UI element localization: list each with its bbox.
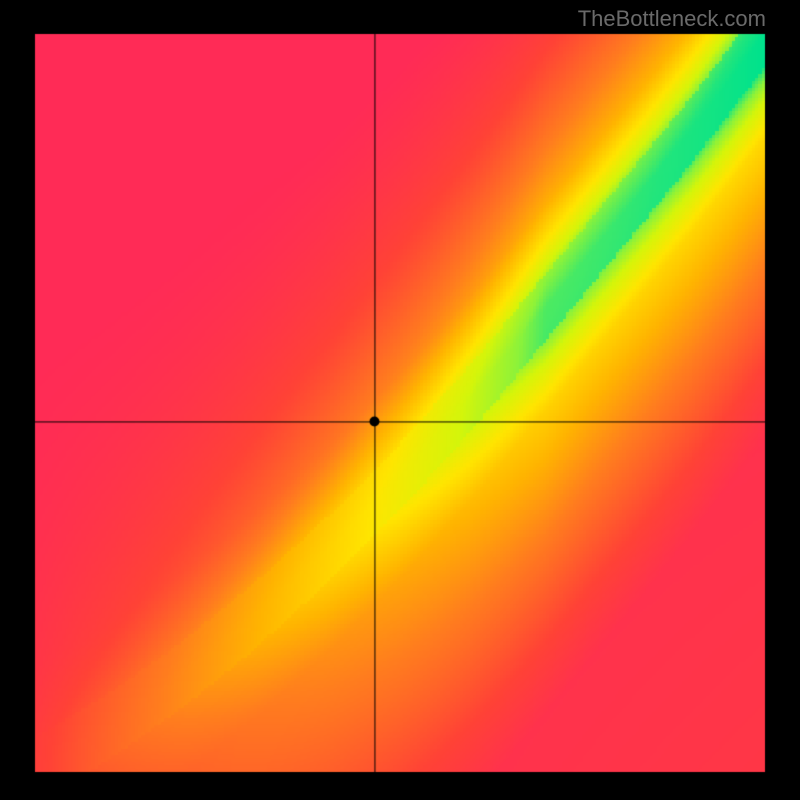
watermark-text: TheBottleneck.com — [578, 6, 766, 32]
bottleneck-heatmap — [0, 0, 800, 800]
